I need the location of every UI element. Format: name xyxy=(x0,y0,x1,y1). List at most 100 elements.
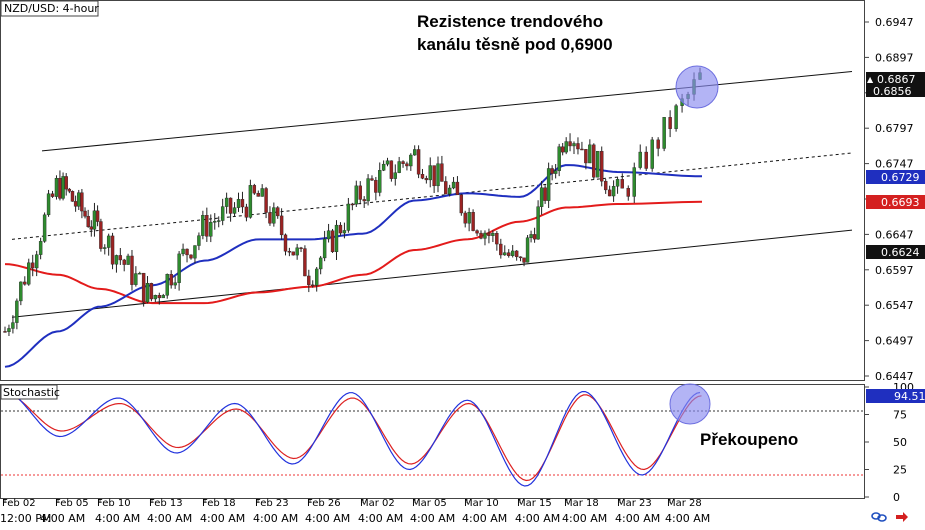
candle-body xyxy=(507,252,511,256)
time-tick-label: 4:00 AM xyxy=(200,512,245,525)
time-tick-label: 4:00 AM xyxy=(95,512,140,525)
candle-body xyxy=(495,233,499,245)
candle-body xyxy=(153,295,158,300)
arrow-icon[interactable] xyxy=(896,512,908,522)
symbol-label-box xyxy=(0,0,99,17)
date-tick-label: Feb 26 xyxy=(307,498,341,509)
candle-body xyxy=(389,160,394,179)
candle-body xyxy=(322,238,327,259)
price-tick-label: 0.6647 xyxy=(875,228,914,241)
candle-body xyxy=(114,255,119,265)
price-tick-label: 0.6797 xyxy=(875,122,914,135)
candle-body xyxy=(92,210,97,230)
candle-body xyxy=(475,230,479,234)
candle-body xyxy=(420,174,425,179)
candle-body xyxy=(644,151,648,169)
candle-body xyxy=(201,215,205,236)
candle-body xyxy=(236,199,241,208)
candle-body xyxy=(553,170,558,174)
hidden-price-badge-bg xyxy=(866,85,925,97)
candle-body xyxy=(83,210,87,217)
candle-body xyxy=(27,262,31,285)
candle-body xyxy=(11,322,15,329)
last-price-badge: 0.6867 xyxy=(877,73,916,86)
candle-body xyxy=(447,187,452,195)
hidden-price-badge: 0.6856 xyxy=(873,85,912,98)
candle-body xyxy=(165,274,169,296)
candle-body xyxy=(416,149,421,175)
candle-body xyxy=(205,215,209,237)
candle-body xyxy=(381,163,386,171)
candle-body xyxy=(268,212,272,224)
date-tick-label: Mar 02 xyxy=(360,498,395,509)
time-tick-label: 4:00 AM xyxy=(253,512,298,525)
candle-body xyxy=(130,255,134,285)
candle-body xyxy=(7,328,11,332)
candle-body xyxy=(34,254,39,269)
candle-body xyxy=(338,224,343,234)
candle-body xyxy=(378,170,382,193)
candle-body xyxy=(291,251,295,256)
candle-body xyxy=(64,176,68,190)
candle-body xyxy=(550,168,554,174)
candle-body xyxy=(668,117,672,129)
candle-body xyxy=(118,255,123,261)
price-tick-label: 0.6897 xyxy=(875,51,914,64)
candle-body xyxy=(487,232,491,236)
last-price-arrow-icon: ▲ xyxy=(867,75,874,84)
annotation-overbought: Překoupeno xyxy=(700,430,798,449)
candle-body xyxy=(169,274,173,286)
candle-body xyxy=(197,235,201,246)
candle-body xyxy=(560,146,565,153)
candle-body xyxy=(177,253,181,283)
candle-body xyxy=(103,247,107,249)
candle-body xyxy=(557,146,561,171)
ma-blue-badge: 0.6729 xyxy=(881,171,920,184)
link-icon[interactable] xyxy=(871,512,887,522)
level-price-badge: 0.6624 xyxy=(881,246,920,259)
candle-body xyxy=(444,181,448,195)
candle-body xyxy=(467,212,471,224)
ma-slow-line xyxy=(4,200,703,305)
candle-body xyxy=(19,281,23,302)
candle-body xyxy=(50,193,55,197)
candle-body xyxy=(385,160,390,165)
candle-body xyxy=(588,144,592,164)
time-tick-label: 4:00 AM xyxy=(615,512,660,525)
candle-body xyxy=(584,149,588,164)
candle-body xyxy=(576,143,580,150)
candle-body xyxy=(529,234,533,238)
candle-body xyxy=(279,215,284,236)
stochastic-k-line xyxy=(1,388,701,487)
candle-body xyxy=(539,187,544,207)
candle-body xyxy=(620,179,624,189)
candle-body xyxy=(397,161,401,173)
candle-body xyxy=(615,179,620,187)
time-axis: 12:00 PM4:00 AM 4:00 AM 4:00 AM 4:00 AM 4:00… xyxy=(0,512,710,525)
date-tick-label: Feb 10 xyxy=(97,498,131,509)
annotation-title-line2: kanálu těsně pod 0,6900 xyxy=(417,35,613,54)
candle-body xyxy=(315,268,319,286)
candle-body xyxy=(459,194,464,214)
candle-body xyxy=(522,257,526,263)
date-tick-label: Mar 15 xyxy=(517,498,552,509)
candle-body xyxy=(603,180,608,191)
candle-body xyxy=(252,185,257,194)
candle-body xyxy=(232,207,237,214)
date-tick-label: Mar 23 xyxy=(617,498,652,509)
indicator-name-box xyxy=(0,384,58,400)
stochastic-panel-frame xyxy=(0,384,865,499)
candle-body xyxy=(149,283,154,300)
candle-body xyxy=(413,149,417,156)
candle-body xyxy=(220,206,225,221)
candle-body xyxy=(307,275,311,286)
candle-body xyxy=(499,243,503,256)
candle-body xyxy=(366,178,370,202)
date-tick-label: Feb 23 xyxy=(255,498,289,509)
candle-body xyxy=(161,295,165,299)
candle-body xyxy=(193,245,197,259)
channel-middle-line xyxy=(11,152,853,240)
price-tick-label: 0.6747 xyxy=(875,158,914,171)
candle-body xyxy=(632,167,636,197)
candle-body xyxy=(568,141,572,147)
